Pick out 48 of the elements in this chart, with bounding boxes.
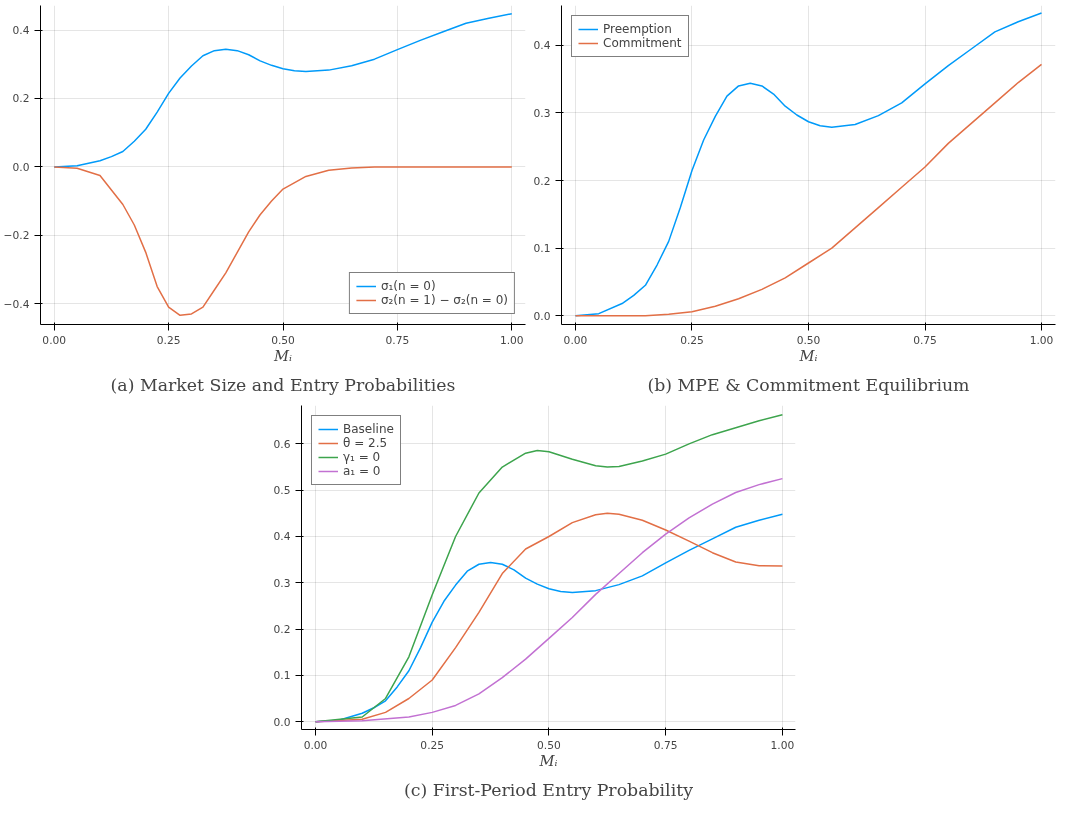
x-tick-label: 0.25 [680,333,704,347]
y-tick-label: 0.6 [273,437,291,451]
x-axis-title: Mᵢ [273,346,293,364]
y-tick-label: 0.0 [533,309,551,323]
text: (c) First-Period Entry Probability [404,779,694,800]
y-tick-label: 0.2 [12,92,30,106]
x-tick-label: 0.00 [303,738,328,752]
y-tick-label: 0.2 [533,174,551,188]
legend-label: θ = 2.5 [343,436,388,450]
y-tick-label: 0.4 [533,39,551,53]
x-tick-label: 1.00 [770,738,795,752]
legend-label: a₁ = 0 [343,464,381,478]
y-tick-label: 0.5 [273,484,291,498]
legend-label: Commitment [603,36,682,50]
y-tick-label: 0.2 [273,623,291,637]
legend-label: σ₁(n = 0) [380,279,436,293]
legend-label: Preemption [603,22,672,36]
y-tick-label: 0.3 [533,106,551,120]
x-tick-label: 1.00 [499,333,524,347]
x-axis-title: Mᵢ [798,346,818,364]
text: (a) Market Size and Entry Probabilities [110,374,456,395]
y-tick-label: 0.1 [273,669,291,683]
y-tick-label: 0.4 [273,530,291,544]
x-tick-label: 0.25 [156,333,181,347]
x-tick-label: 0.25 [420,738,445,752]
x-tick-label: 0.00 [563,333,588,347]
legend-label: Baseline [343,422,394,436]
x-tick-label: 0.50 [796,333,821,347]
y-tick-label: −0.2 [3,229,30,243]
x-tick-label: 0.50 [537,738,562,752]
line-series [574,63,1043,317]
x-tick-label: 0.75 [385,333,410,347]
x-tick-label: 0.00 [42,333,67,347]
line-series [53,166,513,317]
x-tick-label: 0.75 [913,333,937,347]
y-tick-label: 0.4 [12,24,30,38]
legend-label: σ₂(n = 1) − σ₂(n = 0) [380,293,508,307]
x-tick-label: 1.00 [1029,333,1054,347]
x-tick-label: 0.50 [271,333,296,347]
y-tick-label: 0.3 [273,576,291,590]
y-tick-label: 0.0 [273,715,291,729]
x-axis-title: Mᵢ [538,751,558,769]
y-tick-label: 0.0 [12,160,30,174]
text: (b) MPE & Commitment Equilibrium [647,374,970,395]
legend-label: γ₁ = 0 [343,450,381,464]
y-tick-label: 0.1 [533,242,551,256]
y-tick-label: −0.4 [3,297,30,311]
x-tick-label: 0.75 [653,738,678,752]
